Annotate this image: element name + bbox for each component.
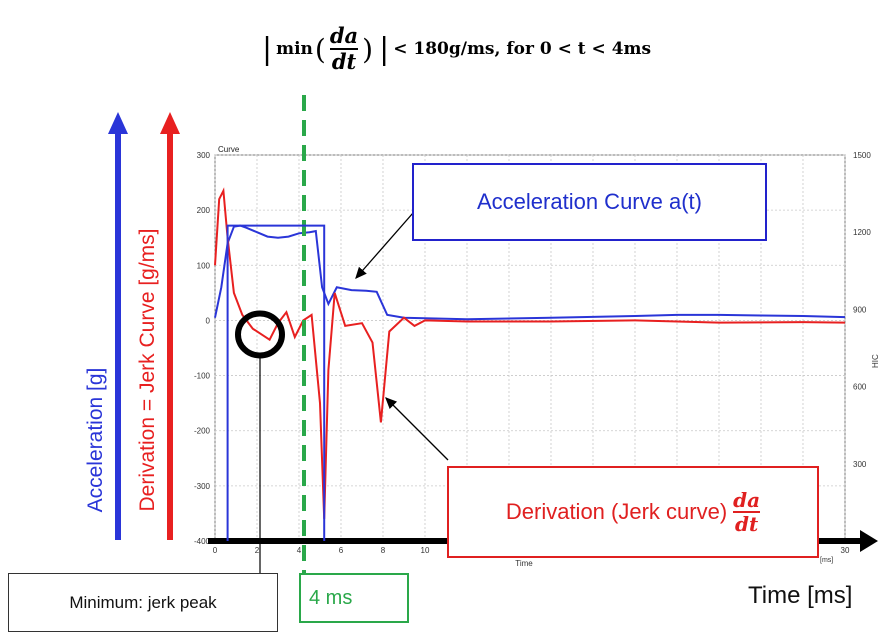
right-tick-label: 900 — [853, 305, 867, 314]
left-tick-label: 100 — [197, 261, 211, 270]
jerk-axis-arrowhead — [160, 112, 180, 134]
right-tick-label: 300 — [853, 460, 867, 469]
left-tick-label: -200 — [194, 427, 211, 436]
left-tick-label: 200 — [197, 206, 211, 215]
jerk-callout-pointer — [385, 397, 449, 461]
formula-min: min — [276, 39, 313, 59]
jerk-callout-fraction: da dt — [733, 488, 761, 536]
minimum-jerk-peak-box: Minimum: jerk peak — [8, 573, 278, 632]
jerk-callout-denominator: dt — [735, 512, 759, 536]
left-tick-label: 300 — [197, 151, 211, 160]
x-tick-label: 6 — [339, 546, 344, 555]
right-tick-label: 600 — [853, 383, 867, 392]
x-tick-label: 2 — [255, 546, 260, 555]
x-tick-label: 0 — [213, 546, 218, 555]
four-ms-text: 4 ms — [309, 586, 353, 609]
formula-suffix: < 180g/ms, for 0 < t < 4ms — [393, 39, 652, 59]
acceleration-series-line — [214, 224, 846, 321]
left-tick-label: -100 — [194, 372, 211, 381]
fraction-bar — [329, 48, 359, 50]
acceleration-axis-arrowhead — [108, 112, 128, 134]
x-axis-title: Time — [515, 559, 533, 568]
jerk-limit-formula: | min ( da dt ) | < 180g/ms, for 0 < t <… — [258, 14, 651, 84]
formula-numerator: da — [329, 23, 359, 48]
acceleration-callout-text: Acceleration Curve a(t) — [477, 189, 702, 214]
left-tick-label: 0 — [206, 316, 211, 325]
acceleration-callout-pointer — [355, 204, 421, 279]
paren-left: ( — [314, 32, 326, 66]
acceleration-callout: Acceleration Curve a(t) — [412, 163, 767, 241]
left-tick-label: -300 — [194, 482, 211, 491]
right-axis-title: HIC — [871, 354, 880, 368]
formula-fraction: da dt — [329, 23, 359, 74]
jerk-axis-label: Derivation = Jerk Curve [g/ms] — [136, 228, 159, 511]
acceleration-envelope — [226, 224, 326, 541]
abs-bar-right: | — [379, 31, 390, 67]
x-axis-unit: [ms] — [820, 557, 833, 564]
jerk-callout: Derivation (Jerk curve) da dt — [447, 466, 819, 558]
minimum-jerk-peak-text: Minimum: jerk peak — [69, 592, 217, 612]
right-tick-labels: 1500 1200 900 600 300 — [853, 151, 871, 469]
acceleration-axis-label: Acceleration [g] — [84, 368, 107, 513]
jerk-callout-numerator: da — [733, 488, 761, 512]
chart-title: Curve — [218, 145, 240, 154]
jerk-callout-text: Derivation (Jerk curve) — [505, 499, 728, 524]
x-tick-label: 30 — [841, 546, 850, 555]
left-tick-label: -400 — [194, 537, 211, 546]
formula-denominator: dt — [331, 49, 357, 74]
right-tick-label: 1200 — [853, 228, 871, 237]
x-tick-label: 8 — [381, 546, 386, 555]
x-tick-label: 4 — [297, 546, 302, 555]
four-ms-box: 4 ms — [299, 573, 409, 623]
jerk-fraction-bar — [733, 511, 761, 513]
left-tick-labels: 300 200 100 0 -100 -200 -300 -400 — [194, 151, 211, 546]
time-axis-label: Time [ms] — [748, 582, 853, 609]
time-axis-arrowhead — [860, 530, 878, 552]
paren-right: ) — [362, 32, 374, 66]
abs-bar-left: | — [262, 31, 273, 67]
x-tick-label: 10 — [421, 546, 430, 555]
right-tick-label: 1500 — [853, 151, 871, 160]
